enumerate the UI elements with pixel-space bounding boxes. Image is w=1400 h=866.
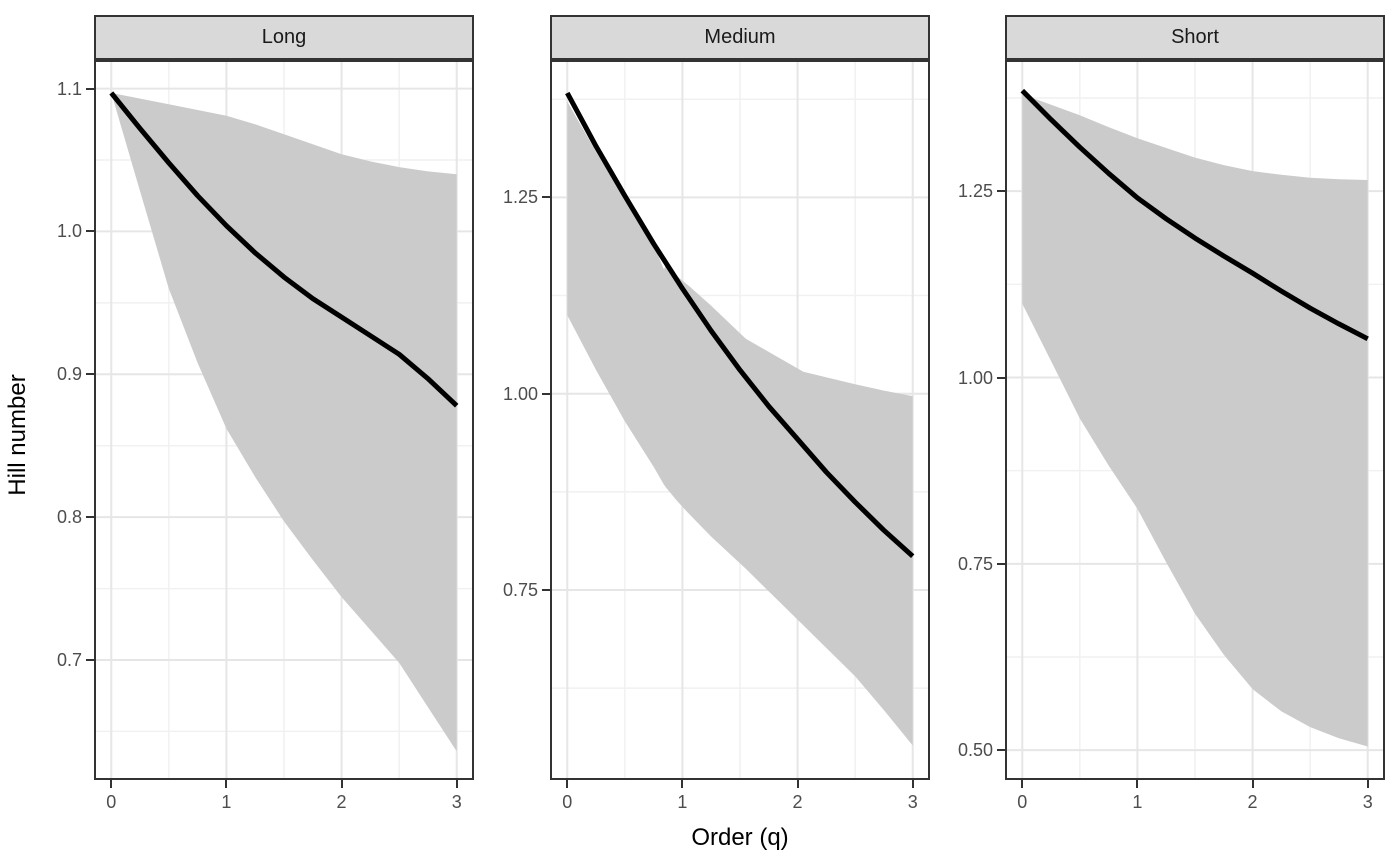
x-tick-label: 3 [451,792,462,812]
y-tick-mark [86,87,94,90]
x-tick-label: 3 [1362,792,1373,812]
x-tick-mark [1136,780,1139,788]
x-tick-label: 1 [1132,792,1143,812]
panel-border [550,60,930,780]
facet-strip-label: Long [261,26,307,48]
hill-number-curve [109,91,459,408]
x-tick-label: 0 [106,792,117,812]
x-axis-title: Order (q) [691,824,789,851]
facet-plot-short [1005,60,1385,780]
y-tick-mark [86,373,94,376]
x-tick-label: 0 [562,792,573,812]
y-tick-label: 1.0 [56,221,82,242]
facet-strip-long: Long [94,15,474,60]
y-tick-label: 1.1 [56,78,82,99]
x-tick-label: 1 [221,792,232,812]
x-tick-label: 0 [1017,792,1028,812]
y-tick-mark [542,196,550,199]
x-tick-mark [1366,780,1369,788]
facet-strip-short: Short [1005,15,1385,60]
facet-plot-medium [550,60,930,780]
x-tick-mark [1021,780,1024,788]
x-tick-mark [681,780,684,788]
x-tick-label: 1 [677,792,688,812]
x-tick-mark [110,780,113,788]
y-tick-label: 1.25 [502,187,538,208]
y-tick-mark [542,392,550,395]
y-tick-mark [86,659,94,661]
confidence-ribbon [1022,94,1368,747]
y-tick-mark [86,516,94,519]
x-tick-mark [911,780,914,788]
y-tick-label: 1.00 [957,367,993,388]
facet-panel-short [1005,60,1385,780]
x-tick-mark [1251,780,1254,788]
x-tick-label: 2 [792,792,803,812]
facet-strip-label: Short [1171,26,1219,48]
x-tick-mark [796,780,799,788]
y-tick-mark [997,376,1005,379]
hill-number-curve [1020,88,1369,342]
y-tick-label: 0.9 [56,364,82,385]
y-tick-label: 1.25 [957,181,993,202]
y-tick-label: 0.7 [56,650,82,670]
panel-border [94,60,474,780]
y-tick-label: 0.75 [957,553,993,574]
x-tick-label: 2 [1247,792,1258,812]
x-tick-mark [225,780,228,788]
y-tick-label: 0.75 [502,579,538,600]
y-tick-mark [86,230,94,233]
facet-plot-long [94,60,474,780]
x-tick-mark [455,780,458,788]
y-tick-label: 0.50 [957,740,993,761]
y-tick-mark [997,190,1005,193]
facet-panel-long [94,60,474,780]
x-tick-mark [340,780,343,788]
facet-strip-medium: Medium [550,15,930,60]
x-tick-label: 3 [907,792,918,812]
y-tick-label: 1.00 [502,383,538,404]
y-tick-label: 0.8 [56,507,82,528]
x-tick-mark [566,780,569,788]
facet-strip-label: Medium [704,26,776,48]
hill-number-curve [565,91,915,559]
x-tick-label: 2 [336,792,347,812]
y-tick-mark [997,749,1005,752]
y-tick-mark [997,562,1005,565]
y-tick-mark [542,588,550,591]
panel-border [1005,60,1385,780]
confidence-ribbon [567,101,913,746]
confidence-ribbon [111,92,457,752]
facet-panel-medium [550,60,930,780]
